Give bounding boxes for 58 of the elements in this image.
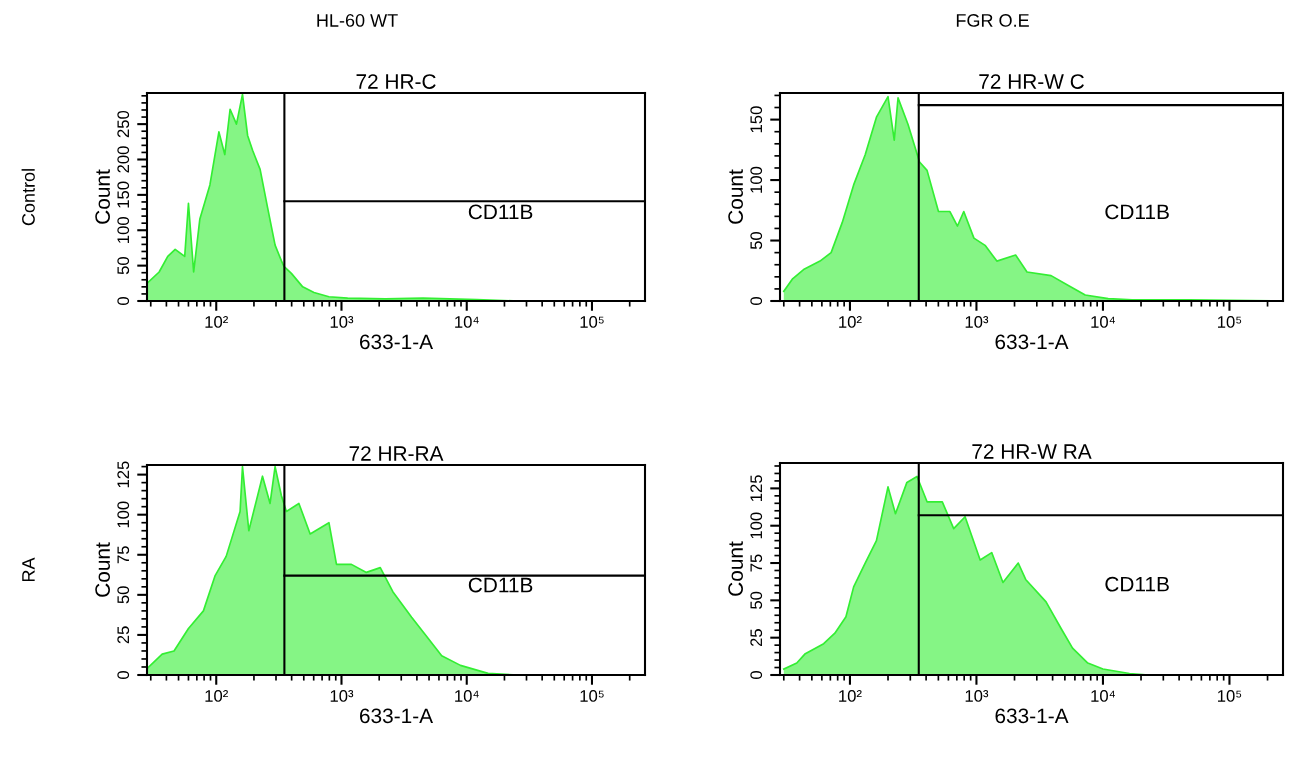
x-tick-label: 10²: [205, 316, 228, 328]
x-tick-label: 10⁵: [580, 690, 604, 702]
y-tick-label: 200: [117, 146, 130, 173]
x-tick-label: 10⁵: [1218, 690, 1242, 702]
y-tick-label: 50: [117, 257, 130, 275]
x-tick-label: 10²: [205, 690, 228, 702]
y-tick-label: 75: [750, 554, 763, 572]
x-axis-title: 633-1-A: [360, 708, 434, 724]
y-axis-title: Count: [728, 541, 743, 596]
y-tick-label: 125: [117, 461, 130, 488]
y-tick-label: 100: [117, 501, 130, 528]
chart-title: 72 HR-W RA: [972, 444, 1092, 459]
y-tick-label: 50: [750, 231, 763, 250]
annotation: CD11B: [468, 577, 533, 593]
chart-title: 72 HR-RA: [349, 446, 444, 461]
x-tick-label: 10³: [330, 690, 354, 702]
y-tick-label: 0: [750, 297, 763, 305]
x-tick-label: 10⁴: [1091, 316, 1115, 328]
y-axis-title: Count: [728, 169, 743, 224]
x-tick-label: 10⁵: [1218, 316, 1242, 328]
y-tick-label: 0: [750, 671, 763, 679]
y-tick-label: 25: [117, 626, 130, 644]
y-tick-label: 75: [117, 546, 130, 564]
y-tick-label: 0: [117, 671, 130, 679]
x-tick-label: 10³: [965, 690, 989, 702]
text: FGR O.E: [956, 14, 1029, 27]
y-tick-label: 150: [750, 106, 763, 133]
y-tick-label: 50: [117, 586, 130, 604]
chart-title: 72 HR-C: [356, 74, 436, 89]
x-tick-label: 10³: [965, 316, 989, 328]
x-tick-label: 10⁵: [580, 316, 604, 328]
y-tick-label: 100: [117, 217, 130, 243]
x-tick-label: 10³: [330, 316, 354, 328]
y-tick-label: 100: [750, 166, 763, 193]
y-tick-label: 25: [750, 629, 763, 647]
y-axis-title: Count: [95, 542, 110, 597]
y-axis-title: Count: [95, 169, 110, 224]
x-tick-label: 10⁴: [455, 690, 479, 702]
x-axis-title: 633-1-A: [360, 334, 434, 350]
x-tick-label: 10²: [839, 690, 862, 702]
y-tick-label: 100: [750, 512, 763, 539]
x-tick-label: 10⁴: [455, 316, 479, 328]
y-tick-label: 150: [117, 181, 130, 208]
x-tick-label: 10²: [839, 316, 862, 328]
chart-title: 72 HR-W C: [979, 74, 1084, 89]
x-tick-label: 10⁴: [1091, 690, 1115, 702]
y-tick-label: 125: [750, 475, 763, 502]
x-axis-title: 633-1-A: [995, 334, 1069, 350]
text: Control: [21, 169, 35, 226]
text: RA: [22, 557, 35, 582]
annotation: CD11B: [468, 204, 533, 220]
y-tick-label: 50: [750, 591, 763, 609]
text: HL-60 WT: [317, 14, 398, 27]
annotation: CD11B: [1105, 204, 1169, 220]
y-tick-label: 250: [117, 110, 130, 138]
y-tick-label: 0: [117, 297, 130, 305]
x-axis-title: 633-1-A: [995, 708, 1069, 724]
annotation: CD11B: [1105, 576, 1169, 592]
